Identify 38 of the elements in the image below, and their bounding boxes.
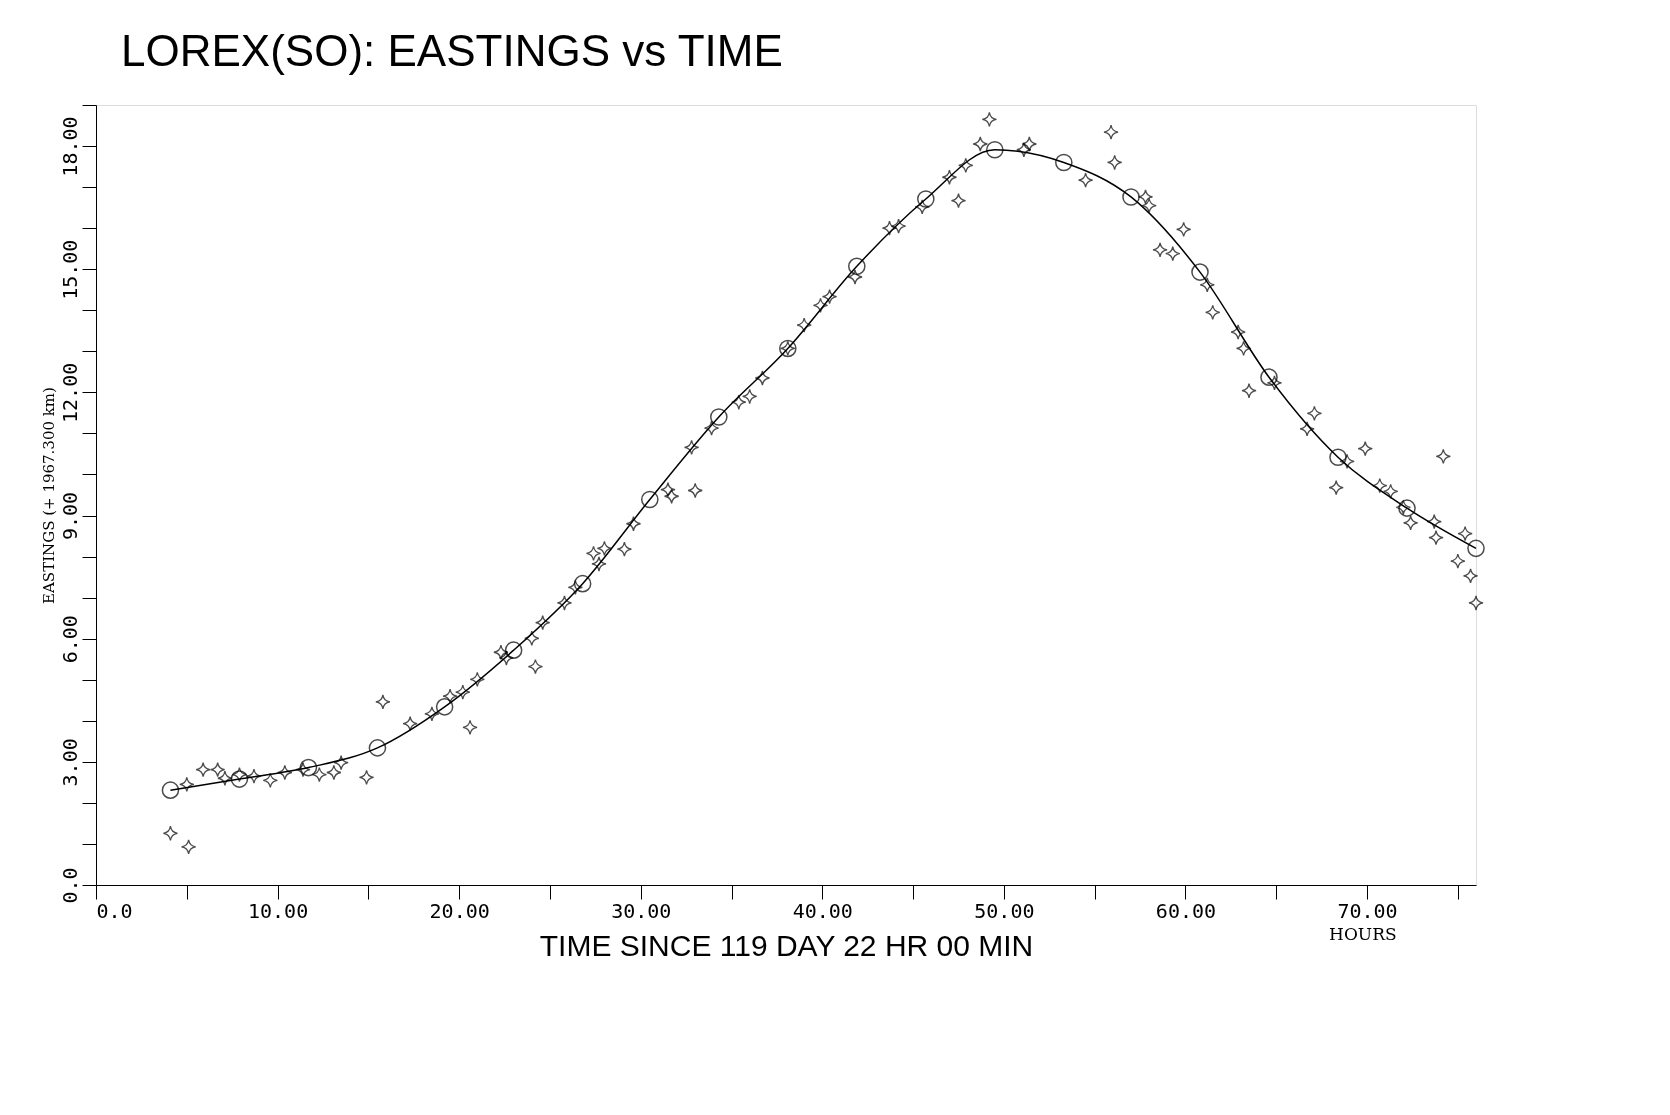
x-tick-label: 70.00 — [1337, 898, 1398, 923]
x-tick-label: 0.0 — [96, 898, 133, 923]
point — [230, 770, 249, 788]
point — [1191, 263, 1209, 281]
point — [1122, 188, 1140, 206]
point — [161, 781, 180, 799]
point — [848, 257, 866, 276]
point — [1398, 499, 1416, 517]
text: HOURS — [1329, 924, 1397, 944]
x-tick-label: 20.00 — [429, 898, 490, 923]
point — [1260, 368, 1278, 386]
y-tick-label: 3.00 — [57, 738, 82, 787]
point — [1467, 539, 1485, 558]
y-tick-label: 6.00 — [57, 615, 82, 664]
point — [710, 408, 728, 426]
point — [986, 140, 1004, 159]
x-tick-label: 10.00 — [247, 898, 309, 923]
point — [917, 190, 935, 208]
point — [368, 739, 387, 757]
x-tick-label: 40.00 — [792, 898, 853, 923]
point — [504, 641, 523, 659]
chart-title: LOREX(SO): EASTINGS vs TIME — [121, 25, 783, 75]
point — [1055, 153, 1073, 172]
y-tick-label: 18.00 — [57, 116, 82, 177]
y-tick-label: 15.00 — [57, 239, 82, 300]
y-tick-label: 9.00 — [57, 491, 82, 541]
x-tick-label: 30.00 — [611, 898, 672, 923]
y-axis-title: EASTINGS (+ 1967.300 km) — [39, 387, 58, 604]
x-tick-label: 60.00 — [1155, 898, 1217, 923]
point — [299, 758, 318, 777]
point — [435, 698, 454, 716]
point — [641, 490, 659, 509]
x-tick-label: 50.00 — [974, 898, 1035, 923]
x-axis-title: TIME SINCE 119 DAY 22 HR 00 MIN — [539, 928, 1034, 962]
y-tick-label: 12.00 — [57, 362, 82, 423]
point — [573, 574, 592, 593]
point — [1329, 448, 1347, 467]
point — [780, 340, 796, 357]
